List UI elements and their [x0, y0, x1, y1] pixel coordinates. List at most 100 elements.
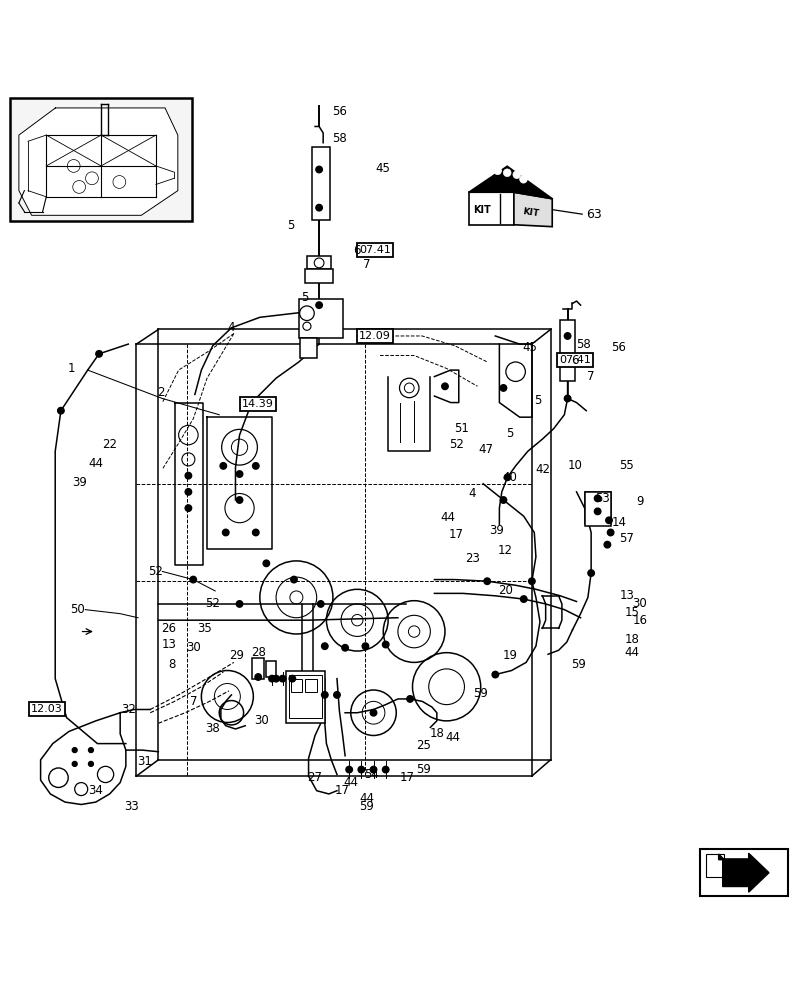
- Polygon shape: [718, 854, 723, 860]
- Circle shape: [493, 167, 501, 175]
- Text: 34: 34: [88, 784, 103, 797]
- Polygon shape: [468, 192, 513, 225]
- Text: 52: 52: [448, 438, 463, 451]
- Circle shape: [88, 761, 93, 766]
- Bar: [285, 671, 324, 723]
- Text: 44: 44: [88, 457, 103, 470]
- Circle shape: [504, 474, 510, 481]
- Text: 45: 45: [521, 341, 536, 354]
- Circle shape: [289, 675, 295, 682]
- Bar: [706, 854, 723, 877]
- Text: 53: 53: [594, 492, 609, 505]
- Circle shape: [358, 766, 364, 773]
- Circle shape: [315, 204, 322, 211]
- Text: 07.41: 07.41: [558, 355, 590, 365]
- Text: 59: 59: [416, 763, 431, 776]
- Circle shape: [520, 596, 526, 602]
- Circle shape: [185, 505, 191, 511]
- Circle shape: [190, 576, 196, 583]
- Circle shape: [370, 766, 376, 773]
- Text: 58: 58: [332, 132, 346, 145]
- Circle shape: [607, 529, 613, 536]
- Circle shape: [564, 333, 570, 339]
- Bar: [699, 849, 787, 896]
- Circle shape: [236, 497, 242, 503]
- Text: 56: 56: [611, 341, 625, 354]
- Text: 1: 1: [67, 362, 75, 375]
- Bar: [305, 269, 333, 283]
- Circle shape: [345, 766, 352, 773]
- Text: 9: 9: [635, 495, 643, 508]
- Circle shape: [341, 645, 348, 651]
- Text: 52: 52: [205, 597, 220, 610]
- Text: 5: 5: [533, 394, 541, 407]
- Text: 6: 6: [570, 354, 578, 367]
- Text: 2: 2: [157, 386, 165, 399]
- Text: 45: 45: [375, 162, 390, 175]
- Bar: [560, 320, 574, 381]
- Text: 17: 17: [335, 784, 350, 797]
- Text: 38: 38: [205, 722, 220, 735]
- Text: 12.03: 12.03: [31, 704, 63, 714]
- Text: KIT: KIT: [472, 205, 490, 215]
- Text: KIT: KIT: [521, 207, 539, 219]
- Circle shape: [272, 675, 279, 682]
- Text: 23: 23: [465, 552, 479, 565]
- Text: 32: 32: [121, 703, 135, 716]
- Circle shape: [185, 472, 191, 479]
- Circle shape: [290, 576, 297, 583]
- Circle shape: [564, 395, 570, 402]
- Circle shape: [321, 692, 328, 698]
- Text: 16: 16: [632, 614, 646, 627]
- Text: 07.41: 07.41: [358, 245, 391, 255]
- Circle shape: [96, 351, 102, 357]
- Text: 30: 30: [186, 641, 200, 654]
- Circle shape: [382, 641, 388, 648]
- Text: 28: 28: [251, 646, 265, 659]
- Bar: [586, 494, 608, 523]
- Text: 54: 54: [364, 768, 379, 781]
- Circle shape: [474, 172, 482, 180]
- Bar: [10, 98, 192, 221]
- Text: 59: 59: [570, 658, 585, 671]
- Circle shape: [236, 471, 242, 477]
- Text: 47: 47: [478, 443, 492, 456]
- Circle shape: [58, 407, 64, 414]
- Circle shape: [370, 709, 376, 716]
- Circle shape: [594, 508, 600, 515]
- Text: 26: 26: [161, 622, 176, 635]
- Circle shape: [483, 578, 490, 584]
- Text: 8: 8: [168, 658, 176, 671]
- Circle shape: [605, 517, 611, 524]
- Text: 55: 55: [619, 459, 633, 472]
- Circle shape: [279, 675, 285, 682]
- Circle shape: [72, 761, 77, 766]
- Polygon shape: [513, 192, 551, 227]
- Text: 42: 42: [534, 463, 549, 476]
- Circle shape: [220, 463, 226, 469]
- Text: 7: 7: [363, 258, 371, 271]
- Circle shape: [441, 383, 448, 390]
- Circle shape: [603, 541, 610, 548]
- Circle shape: [491, 671, 498, 678]
- Circle shape: [222, 529, 229, 536]
- Circle shape: [362, 643, 368, 649]
- Text: 44: 44: [440, 511, 455, 524]
- Text: 19: 19: [502, 649, 517, 662]
- Circle shape: [528, 578, 534, 584]
- Text: 63: 63: [586, 208, 601, 221]
- Text: 7: 7: [189, 695, 197, 708]
- Text: 17: 17: [448, 528, 463, 541]
- Text: 52: 52: [148, 565, 163, 578]
- Text: 22: 22: [102, 438, 117, 451]
- Text: 27: 27: [307, 771, 322, 784]
- Circle shape: [406, 696, 413, 702]
- Text: 57: 57: [619, 532, 633, 545]
- Text: 17: 17: [400, 771, 414, 784]
- Bar: [305, 679, 316, 692]
- Text: 7: 7: [586, 370, 594, 383]
- Text: 14: 14: [611, 516, 625, 529]
- Text: 13: 13: [619, 589, 633, 602]
- Text: 59: 59: [473, 687, 487, 700]
- Polygon shape: [722, 853, 768, 892]
